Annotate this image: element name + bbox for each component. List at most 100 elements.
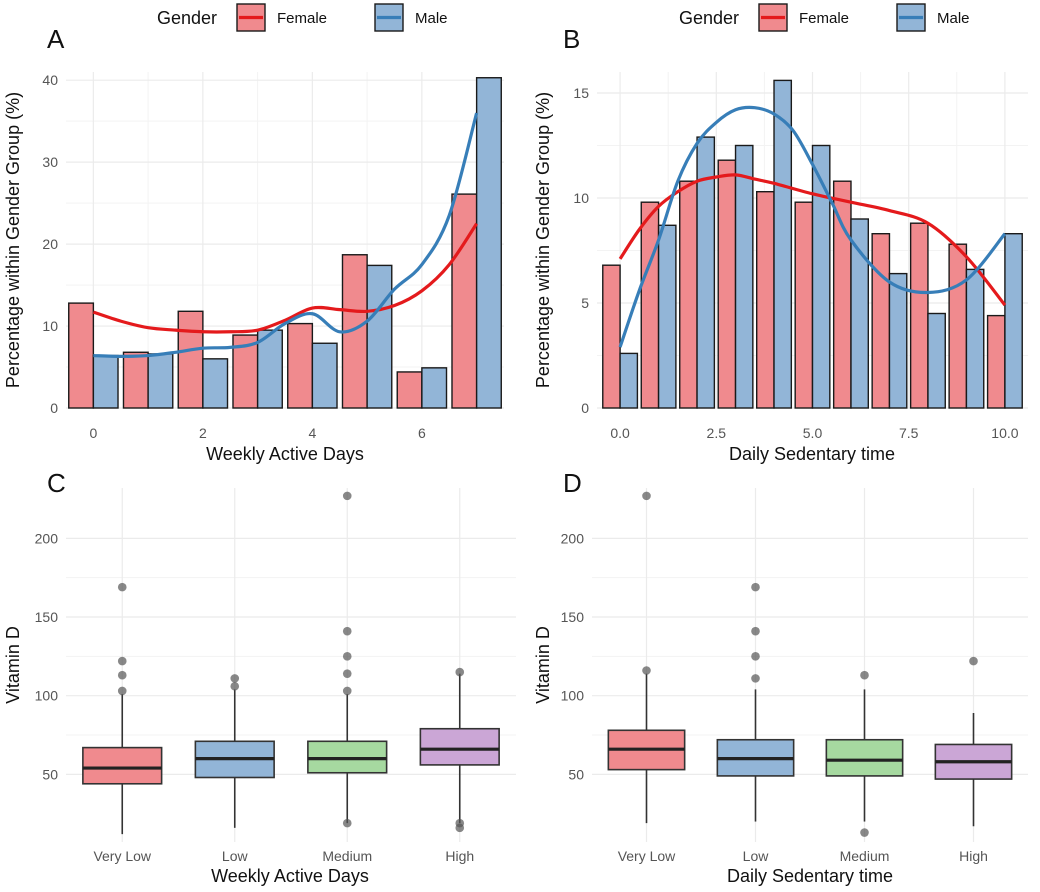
x-axis-title: Weekly Active Days xyxy=(206,444,364,464)
bar-male xyxy=(475,77,502,409)
bar-male xyxy=(421,367,448,409)
x-axis-title: Daily Sedentary time xyxy=(729,444,895,464)
bar-female xyxy=(602,264,621,409)
box-very-low xyxy=(82,582,163,835)
bar-female xyxy=(986,314,1006,409)
box-high xyxy=(934,656,1013,827)
bar-male xyxy=(1004,232,1023,409)
outlier-point xyxy=(342,652,352,661)
bar-female xyxy=(871,232,891,409)
outlier-point xyxy=(230,674,240,683)
bar-female xyxy=(122,351,149,409)
panel-b: 0 5 10 15 0.0 2.5 5.0 7.5 10.0 Daily Sedentary ti… xyxy=(533,3,1028,464)
box-low xyxy=(194,674,275,828)
y-tick-label: 200 xyxy=(35,530,59,546)
smooth-line-male xyxy=(93,112,479,358)
bar-male xyxy=(619,352,639,409)
bar-male xyxy=(147,353,174,409)
y-tick-label: 10 xyxy=(42,318,58,334)
bar-female xyxy=(909,222,929,409)
legend-title: Gender xyxy=(679,8,739,28)
legend-title: Gender xyxy=(157,8,217,28)
panel-label: B xyxy=(563,24,580,54)
outlier-point xyxy=(642,666,651,675)
y-axis-title: Percentage within Gender Group (%) xyxy=(3,92,23,388)
bar-female xyxy=(396,371,423,409)
panel-label: C xyxy=(47,468,66,498)
outlier-point xyxy=(455,818,465,828)
outlier-point xyxy=(455,667,465,677)
x-axis-title: Daily Sedentary time xyxy=(727,866,893,886)
x-tick-label: High xyxy=(959,848,988,864)
x-tick-label: 7.5 xyxy=(899,425,919,441)
bar-female xyxy=(679,180,698,409)
box-iqr xyxy=(825,738,904,777)
bar-male xyxy=(366,264,393,409)
outlier-point xyxy=(342,818,352,828)
outlier-point xyxy=(117,670,127,680)
bar-male xyxy=(92,354,119,409)
box-medium xyxy=(825,670,904,837)
x-tick-label: Low xyxy=(222,848,249,864)
box-low xyxy=(716,582,795,822)
x-tick-label: 5.0 xyxy=(803,425,823,441)
box-high xyxy=(419,667,500,833)
panel-a: 0 10 20 30 40 0 2 4 6 Weekly Active Days Percentag… xyxy=(3,3,504,464)
panel-label: D xyxy=(563,468,582,498)
x-axis-title: Weekly Active Days xyxy=(211,866,369,886)
bar-female xyxy=(451,193,478,409)
y-tick-label: 50 xyxy=(42,766,58,782)
outlier-point xyxy=(751,626,760,636)
bar-female xyxy=(177,310,204,409)
x-tick-label: 4 xyxy=(308,425,316,441)
x-tick-label: Medium xyxy=(840,848,890,864)
x-tick-label: Low xyxy=(743,848,770,864)
outlier-point xyxy=(117,686,127,696)
box-iqr xyxy=(419,727,500,766)
box-medium xyxy=(307,491,388,828)
y-tick-label: 100 xyxy=(35,688,59,704)
outlier-point xyxy=(342,491,352,501)
bar-female xyxy=(794,201,814,409)
smooth-line-female xyxy=(618,173,1007,307)
y-tick-label: 50 xyxy=(568,766,584,782)
x-tick-label: 0 xyxy=(89,425,97,441)
bar-female xyxy=(640,201,660,409)
bar-female xyxy=(68,302,95,409)
x-tick-label: 2 xyxy=(199,425,207,441)
outlier-point xyxy=(342,686,352,696)
y-axis-title: Vitamin D xyxy=(533,626,553,704)
smooth-line-male xyxy=(618,105,1007,348)
bar-male xyxy=(657,224,677,409)
outlier-point xyxy=(751,652,760,661)
bar-male xyxy=(811,144,831,409)
y-tick-label: 150 xyxy=(35,609,59,625)
y-axis-title: Vitamin D xyxy=(3,626,23,704)
bar-male xyxy=(850,218,869,409)
outlier-point xyxy=(642,491,651,501)
legend-label-male: Male xyxy=(415,10,448,27)
x-tick-label: 10.0 xyxy=(991,425,1018,441)
bar-male xyxy=(256,329,283,409)
y-tick-label: 5 xyxy=(581,295,589,311)
y-axis-title: Percentage within Gender Group (%) xyxy=(533,92,553,388)
y-tick-label: 15 xyxy=(573,85,589,101)
y-tick-label: 0 xyxy=(50,400,58,416)
outlier-point xyxy=(751,582,760,592)
box-iqr xyxy=(82,746,163,785)
outlier-point xyxy=(230,681,240,691)
legend-label-male: Male xyxy=(937,10,970,27)
bar-female xyxy=(948,243,968,409)
bar-female xyxy=(287,322,314,409)
smooth-line-female xyxy=(92,222,478,334)
y-tick-label: 40 xyxy=(42,72,58,88)
legend: Gender Female Male xyxy=(679,3,970,32)
bar-male xyxy=(773,79,793,409)
bar-male xyxy=(888,272,908,409)
legend-label-female: Female xyxy=(277,10,327,27)
y-tick-label: 100 xyxy=(561,688,585,704)
bar-male xyxy=(927,312,946,409)
bar-female xyxy=(717,159,737,409)
y-tick-label: 0 xyxy=(581,400,589,416)
